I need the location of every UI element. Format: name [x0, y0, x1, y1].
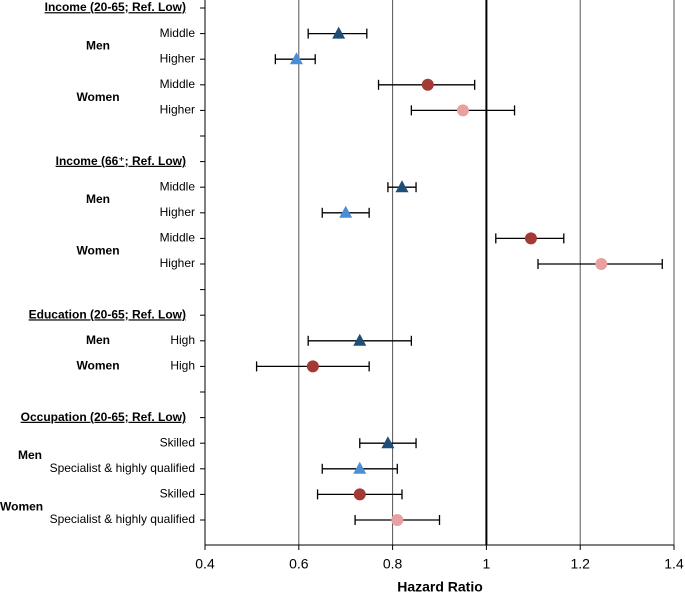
subgroup-label: Men [18, 448, 42, 462]
row-label: Skilled [160, 487, 195, 501]
group-title: Income (66⁺; Ref. Low) [56, 154, 186, 168]
x-axis-title: Hazard Ratio [397, 579, 483, 595]
subgroup-label: Women [76, 359, 119, 373]
subgroup-label: Women [0, 499, 43, 513]
estimate-marker [332, 26, 346, 39]
estimate-marker [381, 436, 395, 449]
estimate-marker [353, 333, 367, 346]
row-label: Specialist & highly qualified [50, 512, 195, 526]
estimate-marker [339, 205, 353, 218]
estimate-marker [395, 180, 409, 193]
x-tick-label: 0.6 [289, 556, 309, 572]
estimate-marker [306, 360, 319, 373]
subgroup-label: Men [86, 192, 110, 206]
row-label: Skilled [160, 435, 195, 449]
row-label: High [170, 333, 195, 347]
subgroup-label: Men [86, 333, 110, 347]
group-title: Income (20-65; Ref. Low) [45, 0, 186, 14]
x-tick-label: 1.2 [570, 556, 590, 572]
row-label: Middle [160, 26, 196, 40]
estimate-marker [456, 104, 469, 117]
row-label: Higher [160, 51, 195, 65]
subgroup-label: Women [76, 90, 119, 104]
estimate-marker [353, 488, 366, 501]
row-label: Higher [160, 103, 195, 117]
group-title: Education (20-65; Ref. Low) [29, 307, 186, 321]
row-label: Specialist & highly qualified [50, 461, 195, 475]
row-label: High [170, 359, 195, 373]
estimate-marker [353, 461, 367, 474]
subgroup-label: Women [76, 243, 119, 257]
row-label: Middle [160, 179, 196, 193]
estimate-marker [391, 514, 404, 526]
row-label: Higher [160, 205, 195, 219]
x-tick-label: 0.4 [195, 556, 215, 572]
x-tick-label: 0.8 [383, 556, 403, 572]
row-label: Middle [160, 231, 196, 245]
row-label: Higher [160, 256, 195, 270]
row-label: Middle [160, 77, 196, 91]
x-tick-label: 1 [483, 556, 491, 572]
estimate-marker [524, 232, 537, 245]
estimate-marker [289, 52, 303, 65]
group-title: Occupation (20-65; Ref. Low) [21, 410, 186, 424]
estimate-marker [595, 258, 608, 270]
subgroup-label: Men [86, 39, 110, 53]
estimate-marker [421, 78, 434, 91]
x-tick-label: 1.4 [664, 556, 684, 572]
